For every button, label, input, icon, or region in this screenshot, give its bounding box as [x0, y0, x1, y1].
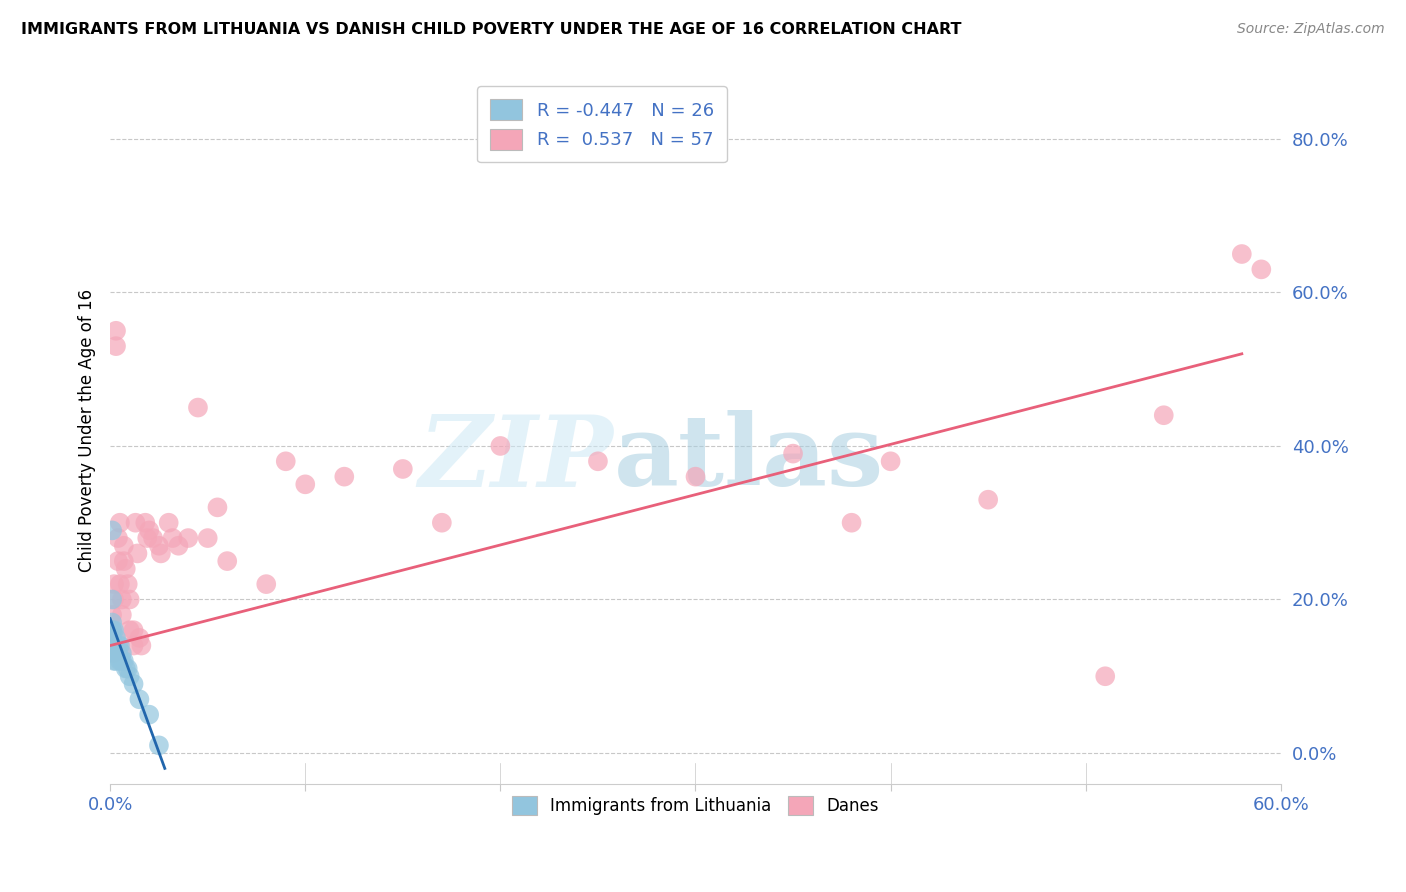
Point: [977, 492, 1000, 507]
Point: [107, 639, 129, 653]
Point: [197, 531, 219, 545]
Point: [254, 577, 277, 591]
Point: [101, 639, 124, 653]
Point: [131, 639, 153, 653]
Text: ZIP: ZIP: [419, 410, 613, 507]
Point: [101, 623, 124, 637]
Point: [118, 669, 141, 683]
Point: [105, 631, 128, 645]
Point: [105, 646, 128, 660]
Point: [122, 623, 145, 637]
Point: [105, 339, 128, 353]
Text: Source: ZipAtlas.com: Source: ZipAtlas.com: [1237, 22, 1385, 37]
Text: atlas: atlas: [613, 410, 884, 508]
Point: [274, 454, 297, 468]
Point: [103, 623, 125, 637]
Point: [1153, 409, 1175, 423]
Point: [111, 654, 134, 668]
Point: [117, 662, 139, 676]
Point: [101, 524, 124, 538]
Point: [108, 516, 131, 530]
Point: [105, 324, 128, 338]
Point: [841, 516, 863, 530]
Point: [111, 592, 134, 607]
Point: [685, 469, 707, 483]
Point: [149, 546, 172, 560]
Point: [112, 539, 135, 553]
Point: [207, 500, 229, 515]
Point: [122, 639, 145, 653]
Point: [107, 531, 129, 545]
Point: [111, 646, 134, 660]
Point: [128, 692, 150, 706]
Point: [134, 516, 156, 530]
Point: [103, 577, 125, 591]
Point: [103, 646, 125, 660]
Point: [108, 577, 131, 591]
Point: [103, 639, 125, 653]
Point: [107, 554, 129, 568]
Point: [114, 562, 136, 576]
Point: [879, 454, 901, 468]
Point: [101, 615, 124, 630]
Point: [430, 516, 453, 530]
Point: [138, 524, 160, 538]
Point: [103, 654, 125, 668]
Point: [114, 662, 136, 676]
Point: [142, 531, 165, 545]
Point: [117, 577, 139, 591]
Point: [101, 592, 124, 607]
Point: [162, 531, 184, 545]
Point: [138, 707, 160, 722]
Point: [148, 539, 170, 553]
Point: [187, 401, 209, 415]
Point: [103, 592, 125, 607]
Y-axis label: Child Poverty Under the Age of 16: Child Poverty Under the Age of 16: [79, 289, 96, 572]
Point: [124, 516, 146, 530]
Point: [101, 607, 124, 622]
Point: [112, 654, 135, 668]
Point: [118, 592, 141, 607]
Point: [111, 607, 134, 622]
Text: IMMIGRANTS FROM LITHUANIA VS DANISH CHILD POVERTY UNDER THE AGE OF 16 CORRELATIO: IMMIGRANTS FROM LITHUANIA VS DANISH CHIL…: [21, 22, 962, 37]
Point: [105, 654, 128, 668]
Point: [782, 447, 804, 461]
Legend: Immigrants from Lithuania, Danes: Immigrants from Lithuania, Danes: [502, 786, 889, 825]
Point: [112, 554, 135, 568]
Point: [148, 739, 170, 753]
Point: [1250, 262, 1272, 277]
Point: [1094, 669, 1116, 683]
Point: [392, 462, 415, 476]
Point: [136, 531, 159, 545]
Point: [122, 677, 145, 691]
Point: [101, 623, 124, 637]
Point: [177, 531, 200, 545]
Point: [217, 554, 239, 568]
Point: [167, 539, 190, 553]
Point: [118, 623, 141, 637]
Point: [157, 516, 180, 530]
Point: [294, 477, 316, 491]
Point: [333, 469, 356, 483]
Point: [108, 654, 131, 668]
Point: [586, 454, 609, 468]
Point: [127, 546, 149, 560]
Point: [101, 631, 124, 645]
Point: [128, 631, 150, 645]
Point: [108, 639, 131, 653]
Point: [107, 646, 129, 660]
Point: [1230, 247, 1253, 261]
Point: [489, 439, 512, 453]
Point: [103, 646, 125, 660]
